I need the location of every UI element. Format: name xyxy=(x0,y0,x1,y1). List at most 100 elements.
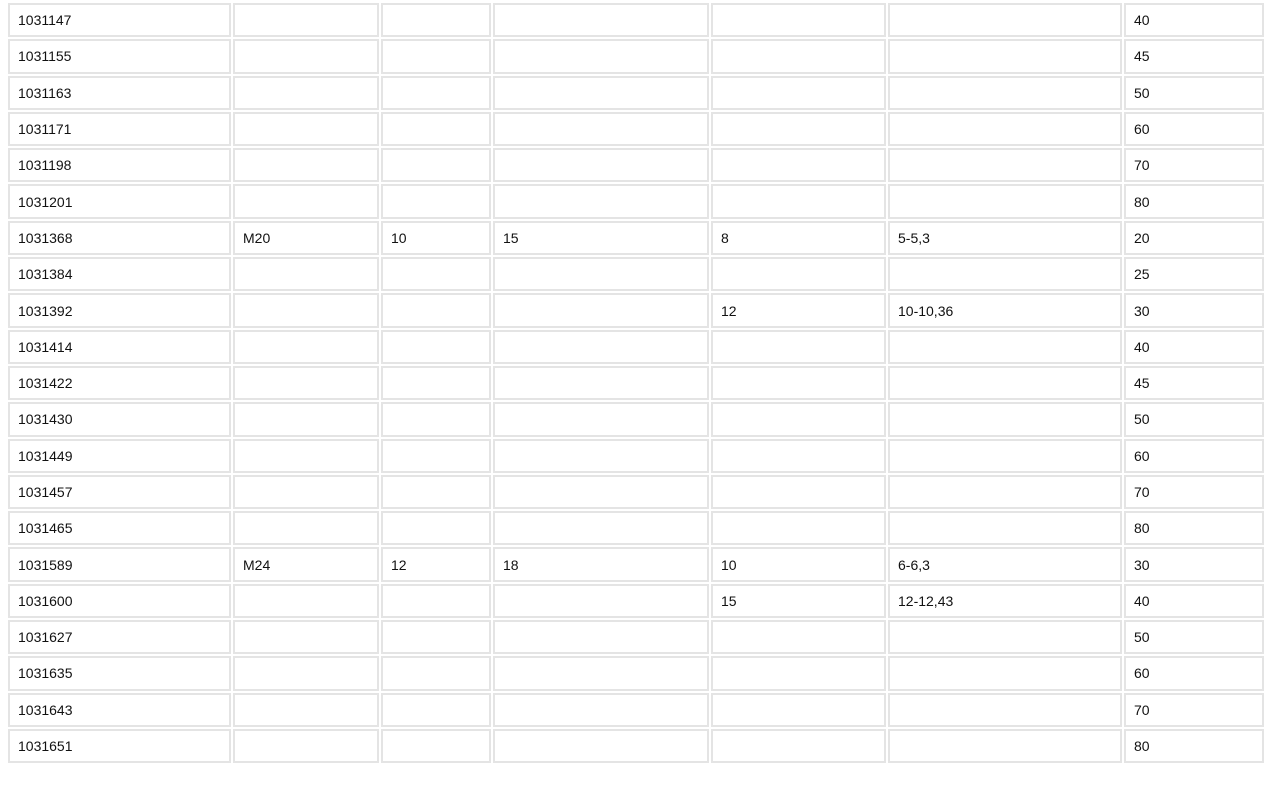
table-cell: 6-6,3 xyxy=(888,547,1122,582)
table-cell xyxy=(233,365,379,401)
table-cell xyxy=(888,75,1122,110)
table-cell xyxy=(888,111,1122,147)
table-cell xyxy=(493,728,709,764)
table-cell xyxy=(888,438,1122,473)
table-cell: 50 xyxy=(1124,402,1264,437)
table-cell xyxy=(381,474,491,510)
table-cell: 15 xyxy=(711,583,886,619)
table-cell: 20 xyxy=(1124,220,1264,256)
table-cell xyxy=(493,184,709,219)
table-cell xyxy=(381,293,491,328)
table-cell: 1031643 xyxy=(8,692,231,727)
table-cell xyxy=(381,257,491,292)
table-cell: 1031651 xyxy=(8,728,231,764)
table-cell: 1031392 xyxy=(8,293,231,328)
table-cell: 50 xyxy=(1124,620,1264,655)
table-cell xyxy=(493,692,709,727)
table-cell: 60 xyxy=(1124,111,1264,147)
table-cell xyxy=(381,402,491,437)
table-cell xyxy=(233,329,379,364)
table-cell xyxy=(233,402,379,437)
table-cell: 40 xyxy=(1124,3,1264,38)
table-row: 1031600 15 12-12,43 40 xyxy=(8,583,1264,619)
table-cell: 60 xyxy=(1124,438,1264,473)
table-cell: 1031600 xyxy=(8,583,231,619)
table-cell: 12 xyxy=(711,293,886,328)
table-cell xyxy=(233,111,379,147)
table-cell xyxy=(233,620,379,655)
table-cell xyxy=(711,3,886,38)
table-cell xyxy=(493,438,709,473)
table-cell: 15 xyxy=(493,220,709,256)
table-cell: 45 xyxy=(1124,39,1264,74)
table-cell xyxy=(711,75,886,110)
table-cell xyxy=(381,111,491,147)
table-cell xyxy=(381,728,491,764)
table-row: 1031651 80 xyxy=(8,728,1264,764)
table-cell xyxy=(493,365,709,401)
table-cell xyxy=(888,474,1122,510)
table-cell xyxy=(888,511,1122,546)
table-cell: 1031430 xyxy=(8,402,231,437)
table-cell xyxy=(493,402,709,437)
table-cell xyxy=(711,329,886,364)
table-row: 1031449 60 xyxy=(8,438,1264,473)
table-cell xyxy=(381,365,491,401)
table-cell: 60 xyxy=(1124,656,1264,691)
table-cell xyxy=(233,728,379,764)
table-cell xyxy=(233,511,379,546)
table-cell: 70 xyxy=(1124,148,1264,183)
table-cell: 1031465 xyxy=(8,511,231,546)
table-cell xyxy=(493,3,709,38)
table-cell xyxy=(381,583,491,619)
table-cell xyxy=(233,184,379,219)
table-cell xyxy=(381,656,491,691)
table-cell: 25 xyxy=(1124,257,1264,292)
table-row: 1031201 80 xyxy=(8,184,1264,219)
table-cell: 70 xyxy=(1124,474,1264,510)
table-cell: 10-10,36 xyxy=(888,293,1122,328)
table-cell xyxy=(233,293,379,328)
table-cell: 1031422 xyxy=(8,365,231,401)
table-cell xyxy=(711,365,886,401)
table-row: 1031171 60 xyxy=(8,111,1264,147)
table-cell xyxy=(888,656,1122,691)
table-cell xyxy=(493,293,709,328)
table-cell xyxy=(233,75,379,110)
table-cell: 1031589 xyxy=(8,547,231,582)
table-cell xyxy=(711,656,886,691)
table-row: 1031368 M20 10 15 8 5-5,3 20 xyxy=(8,220,1264,256)
table-cell xyxy=(493,257,709,292)
table-cell xyxy=(233,39,379,74)
table-cell: 10 xyxy=(711,547,886,582)
table-cell: M24 xyxy=(233,547,379,582)
table-cell xyxy=(888,257,1122,292)
table-cell xyxy=(888,620,1122,655)
table-row: 1031643 70 xyxy=(8,692,1264,727)
table-cell xyxy=(888,3,1122,38)
table-cell xyxy=(711,39,886,74)
table-cell xyxy=(233,692,379,727)
table-row: 1031430 50 xyxy=(8,402,1264,437)
table-cell xyxy=(711,728,886,764)
table-row: 1031457 70 xyxy=(8,474,1264,510)
table-cell xyxy=(381,620,491,655)
table-cell xyxy=(711,692,886,727)
table-cell xyxy=(381,438,491,473)
table-cell xyxy=(888,692,1122,727)
table-cell: 8 xyxy=(711,220,886,256)
table-cell: 1031457 xyxy=(8,474,231,510)
table-cell xyxy=(233,3,379,38)
table-cell xyxy=(381,184,491,219)
table-cell: 5-5,3 xyxy=(888,220,1122,256)
table-cell xyxy=(381,692,491,727)
table-cell: 12 xyxy=(381,547,491,582)
table-cell xyxy=(493,656,709,691)
table-cell: 80 xyxy=(1124,511,1264,546)
table-cell xyxy=(493,148,709,183)
table-row: 1031627 50 xyxy=(8,620,1264,655)
table-cell xyxy=(233,656,379,691)
table-cell xyxy=(711,111,886,147)
table-cell: 1031384 xyxy=(8,257,231,292)
table-cell xyxy=(888,329,1122,364)
